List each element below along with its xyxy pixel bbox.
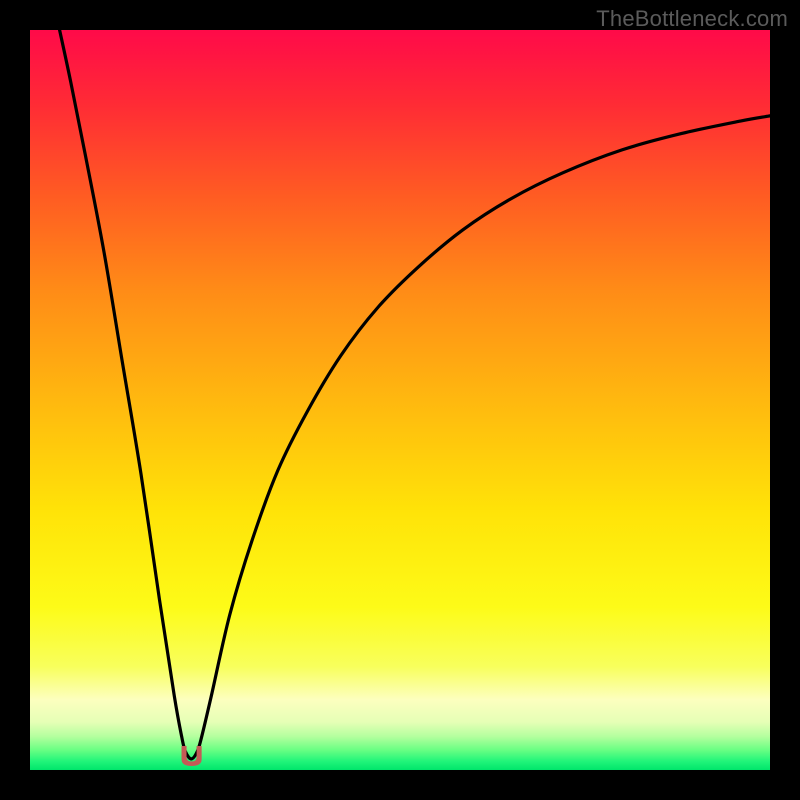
plot-background-gradient xyxy=(30,30,770,770)
chart-frame: TheBottleneck.com xyxy=(0,0,800,800)
watermark-text: TheBottleneck.com xyxy=(596,6,788,32)
bottleneck-plot xyxy=(30,30,770,770)
